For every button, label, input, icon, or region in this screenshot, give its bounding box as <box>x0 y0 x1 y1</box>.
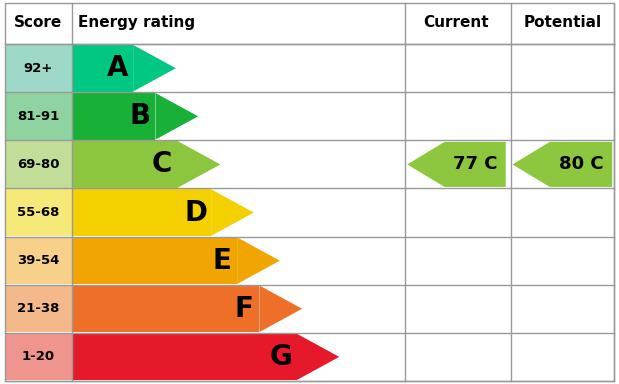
Text: D: D <box>184 199 207 227</box>
Polygon shape <box>178 141 220 188</box>
Bar <box>5 45 72 91</box>
Text: 1-20: 1-20 <box>22 350 55 363</box>
Polygon shape <box>211 189 254 236</box>
Text: E: E <box>212 247 231 275</box>
Bar <box>72 237 237 284</box>
Bar <box>5 189 72 236</box>
Text: 69-80: 69-80 <box>17 158 59 171</box>
Polygon shape <box>155 93 198 140</box>
Text: 21-38: 21-38 <box>17 302 59 315</box>
Text: G: G <box>270 343 292 371</box>
Text: 77 C: 77 C <box>453 156 498 174</box>
Bar <box>72 189 211 236</box>
Bar <box>72 45 133 91</box>
Text: 39-54: 39-54 <box>17 254 59 267</box>
Text: 80 C: 80 C <box>559 156 604 174</box>
Bar <box>5 93 72 140</box>
Polygon shape <box>297 334 339 380</box>
Text: Energy rating: Energy rating <box>78 15 195 30</box>
Text: 55-68: 55-68 <box>17 206 59 219</box>
Polygon shape <box>513 142 612 187</box>
Bar <box>5 237 72 284</box>
Polygon shape <box>133 45 176 91</box>
Bar <box>5 141 72 188</box>
Bar <box>72 141 178 188</box>
Text: Potential: Potential <box>523 15 602 30</box>
Polygon shape <box>407 142 506 187</box>
Text: 92+: 92+ <box>24 62 53 75</box>
Text: B: B <box>129 102 150 130</box>
Polygon shape <box>237 237 280 284</box>
Bar <box>72 334 297 380</box>
Bar <box>72 93 155 140</box>
Bar <box>72 285 259 332</box>
Text: C: C <box>152 151 173 179</box>
Text: 81-91: 81-91 <box>17 110 59 123</box>
Text: F: F <box>235 295 253 323</box>
Bar <box>5 285 72 332</box>
Text: A: A <box>107 54 128 82</box>
Polygon shape <box>259 285 302 332</box>
Text: Current: Current <box>423 15 490 30</box>
Bar <box>5 334 72 380</box>
Text: Score: Score <box>14 15 63 30</box>
